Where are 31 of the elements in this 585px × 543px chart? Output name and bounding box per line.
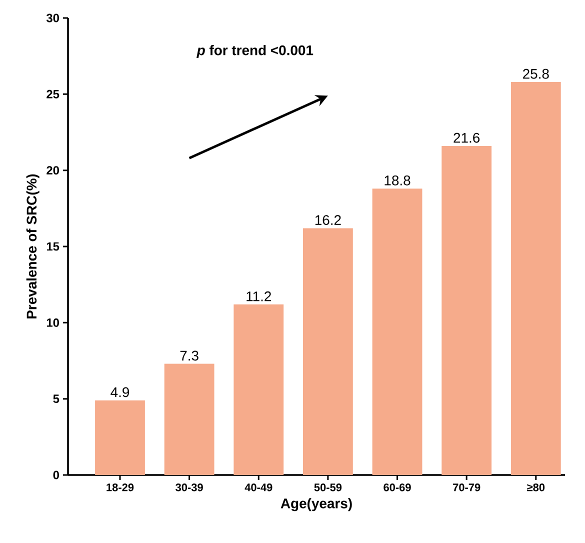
x-tick-label: 70-79	[453, 484, 480, 492]
y-axis-title: Prevalence of SRC(%)	[26, 174, 40, 318]
x-tick-label: 18-29	[106, 484, 134, 492]
data-label: 18.8	[384, 176, 410, 186]
bar	[442, 146, 492, 475]
x-tick-label: 50-59	[314, 484, 342, 492]
x-tick-label: 30-39	[176, 484, 203, 492]
y-tick-label: 30	[46, 14, 59, 22]
y-tick-label: 0	[53, 470, 59, 480]
annotation: p for trend <0.001	[196, 44, 314, 58]
data-label: 16.2	[315, 215, 341, 226]
y-tick-label: 25	[46, 90, 60, 98]
bar	[372, 188, 422, 475]
x-tick-label: 60-69	[384, 484, 411, 492]
y-tick-label: 10	[46, 318, 59, 327]
x-tick-label: 40-49	[244, 484, 272, 492]
data-label: 11.2	[246, 291, 271, 302]
bar	[302, 228, 353, 475]
bar	[234, 304, 284, 475]
data-label: 21.6	[454, 132, 480, 143]
data-label: 7.3	[180, 350, 198, 361]
y-tick-label: 5	[53, 394, 60, 403]
data-label: 25.8	[523, 68, 549, 79]
data-label: 4.9	[110, 387, 130, 398]
y-tick-label: 20	[46, 166, 59, 175]
x-axis-title: Age(years)	[280, 498, 352, 512]
y-tick-label: 15	[46, 242, 60, 251]
bar	[164, 364, 214, 475]
bar	[95, 400, 145, 475]
bar	[510, 82, 561, 475]
x-tick-label: ≥80	[527, 484, 545, 492]
